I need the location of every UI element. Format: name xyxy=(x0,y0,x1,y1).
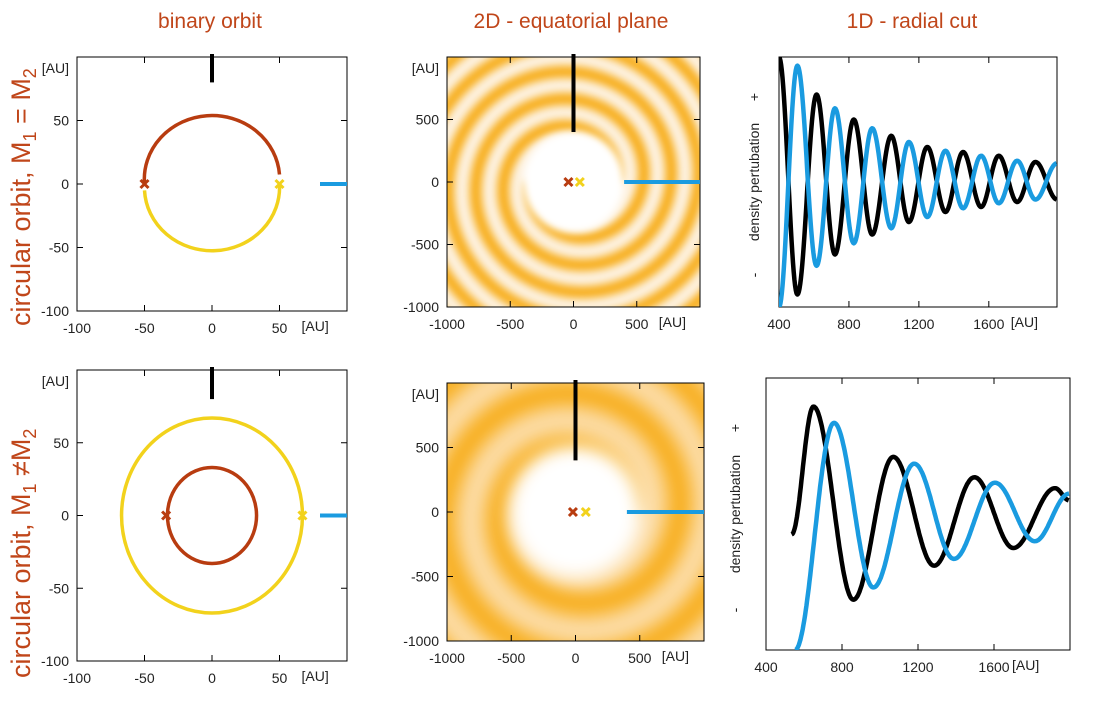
x-unit-label: [AU] xyxy=(302,318,329,334)
panel-2d-equatorial-plane-m1-m2: -1000 -500 0 500 [AU] -1000 -500 0 500 [AU] xyxy=(403,380,705,666)
x-tick-label: 800 xyxy=(837,316,861,332)
x-tick-label: -50 xyxy=(134,670,154,686)
column-title-equatorial-plane: 2D - equatorial plane xyxy=(473,10,669,33)
y-tick-label: 0 xyxy=(61,508,69,524)
horizontal-cut-series xyxy=(793,420,1070,650)
y-tick-label: 0 xyxy=(61,176,69,192)
inner-cavity xyxy=(522,131,625,233)
x-unit-label: [AU] xyxy=(662,648,689,664)
panel-binary-orbit-m1-m2: -100 -50 0 50 [AU] -100 -50 0 50 [AU] xyxy=(41,367,348,686)
x-tick-label: 400 xyxy=(767,316,791,332)
horizontal-cut-series xyxy=(779,63,1057,307)
y-tick-label: -100 xyxy=(41,653,69,669)
star-1-marker xyxy=(563,176,574,188)
y-tick-label: -50 xyxy=(49,240,69,256)
x-tick-label: 400 xyxy=(754,659,778,675)
panel-binary-orbit-m1-m2: -100 -50 0 50 [AU] -100 -50 0 50 [AU] xyxy=(41,54,348,336)
x-tick-label: -1000 xyxy=(429,316,465,332)
spiral-arm xyxy=(447,57,700,307)
x-tick-label: 1600 xyxy=(973,316,1004,332)
plot-frame xyxy=(765,377,1071,651)
spiral-arm xyxy=(447,383,704,641)
y-tick-label: -500 xyxy=(411,237,439,253)
column-title-radial-cut: 1D - radial cut xyxy=(846,10,978,33)
x-unit-label: [AU] xyxy=(1012,657,1039,673)
y-minus-label: - xyxy=(746,272,762,277)
x-tick-label: 0 xyxy=(208,320,216,336)
inner-cavity xyxy=(509,445,642,579)
y-tick-label: -100 xyxy=(41,303,69,319)
x-tick-label: 500 xyxy=(628,650,652,666)
panel-2d-equatorial-plane-m1-m2: -1000 -500 0 500 [AU] -1000 -500 0 500 [AU] xyxy=(403,54,701,332)
y-tick-label: 0 xyxy=(431,174,439,190)
x-tick-label: -100 xyxy=(63,670,91,686)
x-unit-label: [AU] xyxy=(302,668,329,684)
y-tick-label: 50 xyxy=(53,435,69,451)
x-tick-label: 0 xyxy=(570,316,578,332)
y-tick-label: -1000 xyxy=(403,633,439,649)
series-group xyxy=(779,57,1057,307)
y-tick-label: 500 xyxy=(416,112,440,128)
series-group xyxy=(790,404,1070,650)
plot-frame xyxy=(778,56,1058,308)
x-tick-label: -100 xyxy=(63,320,91,336)
x-unit-label: [AU] xyxy=(1011,314,1038,330)
y-unit-label: [AU] xyxy=(412,60,439,76)
x-tick-label: -500 xyxy=(496,316,524,332)
star-2-marker xyxy=(274,178,285,190)
y-plus-label: + xyxy=(746,93,762,101)
y-unit-label: [AU] xyxy=(42,60,69,76)
y-axis-label: density pertubation xyxy=(727,455,743,573)
y-unit-label: [AU] xyxy=(412,386,439,402)
x-tick-label: -500 xyxy=(497,650,525,666)
spiral-arm xyxy=(447,57,700,307)
x-tick-label: 500 xyxy=(625,316,649,332)
plot-frame xyxy=(76,369,348,662)
x-tick-label: 50 xyxy=(272,670,288,686)
star-1-orbit xyxy=(165,465,259,566)
x-tick-label: 50 xyxy=(272,320,288,336)
plot-frame xyxy=(76,56,348,312)
x-tick-label: 1600 xyxy=(978,659,1009,675)
star-2-orbit xyxy=(142,183,282,253)
x-tick-label: -50 xyxy=(134,320,154,336)
star-1-marker xyxy=(139,178,150,190)
y-tick-label: 500 xyxy=(416,440,440,456)
y-plus-label: + xyxy=(727,424,743,432)
star-2-orbit xyxy=(119,416,305,615)
x-tick-label: -1000 xyxy=(429,650,465,666)
star-2-marker xyxy=(574,176,585,188)
star-2-marker xyxy=(580,506,591,518)
star-2-marker xyxy=(297,510,308,521)
panel-1d-radial-cut-m1-m2: 400 800 1200 1600 [AU] density pertubation + - xyxy=(727,377,1071,675)
y-tick-label: 50 xyxy=(53,113,69,129)
column-title-binary-orbit: binary orbit xyxy=(158,10,262,33)
y-tick-label: -1000 xyxy=(403,299,439,315)
x-tick-label: 0 xyxy=(208,670,216,686)
star-1-orbit xyxy=(142,113,282,185)
y-tick-label: 0 xyxy=(431,504,439,520)
star-1-marker xyxy=(567,506,578,518)
panel-1d-radial-cut-m1-m2: 400 800 1200 1600 [AU] density pertubation + - xyxy=(746,56,1058,332)
x-tick-label: 1200 xyxy=(903,316,934,332)
x-unit-label: [AU] xyxy=(659,314,686,330)
star-1-marker xyxy=(161,510,172,521)
vertical-cut-series xyxy=(790,404,1070,602)
y-tick-label: -50 xyxy=(49,580,69,596)
y-tick-label: -500 xyxy=(411,569,439,585)
y-minus-label: - xyxy=(727,607,743,612)
x-tick-label: 0 xyxy=(572,650,580,666)
x-tick-label: 1200 xyxy=(902,659,933,675)
x-tick-label: 800 xyxy=(830,659,854,675)
y-unit-label: [AU] xyxy=(42,373,69,389)
y-axis-label: density pertubation xyxy=(746,123,762,241)
